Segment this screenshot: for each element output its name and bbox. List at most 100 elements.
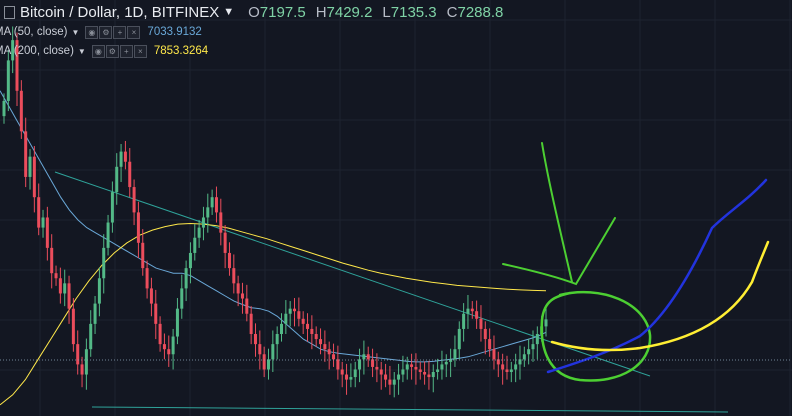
candle-body bbox=[293, 308, 297, 312]
candle-body bbox=[249, 313, 253, 334]
candle-body bbox=[214, 197, 218, 213]
candle-body bbox=[284, 313, 288, 324]
candle-body bbox=[271, 344, 275, 360]
indicator-ma50[interactable]: MA (50, close) ▼ ◉ ⚙ + × 7033.9132 bbox=[0, 24, 202, 40]
candle-body bbox=[58, 278, 62, 294]
user-drawings bbox=[502, 142, 770, 382]
candle-body bbox=[71, 308, 75, 345]
candle-body bbox=[76, 344, 80, 365]
candle-body bbox=[288, 308, 292, 314]
green-arrow-shaft bbox=[541, 142, 573, 283]
chart-legend: Bitcoin / Dollar, 1D, BITFINEX ▼ O7197.5… bbox=[0, 0, 792, 70]
chevron-down-icon[interactable]: ▼ bbox=[71, 27, 80, 37]
candle-body bbox=[93, 303, 97, 324]
indicator-ma200[interactable]: MA (200, close) ▼ ◉ ⚙ + × 7853.3264 bbox=[0, 43, 208, 59]
candle-body bbox=[245, 298, 249, 314]
candle-body bbox=[197, 227, 201, 238]
candle-body bbox=[167, 349, 171, 355]
candle-body bbox=[28, 156, 32, 177]
candle-body bbox=[67, 283, 71, 309]
candle-body bbox=[375, 366, 379, 370]
close-icon[interactable]: × bbox=[127, 25, 141, 39]
candle-body bbox=[531, 344, 535, 350]
candle-body bbox=[201, 217, 205, 228]
candle-body bbox=[319, 339, 323, 345]
candle-body bbox=[527, 349, 531, 355]
candle-body bbox=[362, 354, 366, 360]
candle-body bbox=[184, 268, 188, 289]
candle-body bbox=[206, 207, 210, 218]
candle-body bbox=[453, 349, 457, 360]
candle-body bbox=[149, 288, 153, 304]
candle-body bbox=[449, 359, 453, 362]
candle-body bbox=[327, 349, 331, 355]
candle-body bbox=[275, 334, 279, 345]
candle-body bbox=[128, 161, 132, 188]
candle-body bbox=[479, 318, 483, 329]
candle-body bbox=[475, 311, 479, 319]
candle-body bbox=[41, 217, 45, 228]
candle-body bbox=[50, 247, 54, 274]
chevron-down-icon[interactable]: ▼ bbox=[77, 46, 86, 56]
candle-body bbox=[223, 232, 227, 253]
candle-body bbox=[314, 334, 318, 340]
candle-body bbox=[258, 344, 262, 355]
indicator-value: 7853.3264 bbox=[153, 45, 209, 57]
yellow-projection-line bbox=[550, 240, 770, 352]
candle-body bbox=[323, 344, 327, 350]
candle-body bbox=[418, 369, 422, 372]
candle-body bbox=[253, 334, 257, 345]
chevron-down-icon[interactable]: ▼ bbox=[223, 6, 235, 18]
symbol-square-icon bbox=[4, 5, 15, 19]
candle-body bbox=[457, 328, 461, 350]
plus-icon[interactable]: + bbox=[119, 44, 133, 58]
candle-body bbox=[110, 192, 114, 223]
candle-body bbox=[84, 349, 88, 375]
candle-body bbox=[514, 364, 518, 370]
candlesticks bbox=[2, 26, 548, 398]
eye-icon[interactable]: ◉ bbox=[85, 25, 99, 39]
candle-body bbox=[310, 328, 314, 334]
candle-body bbox=[154, 303, 158, 324]
candle-body bbox=[297, 311, 301, 319]
candle-body bbox=[401, 369, 405, 375]
candle-body bbox=[340, 369, 344, 375]
candle-body bbox=[227, 252, 231, 269]
ohlc-low: L7135.3 bbox=[382, 3, 437, 21]
candle-body bbox=[444, 361, 448, 365]
candle-body bbox=[97, 278, 101, 304]
gear-icon[interactable]: ⚙ bbox=[105, 44, 119, 58]
candle-body bbox=[423, 372, 427, 375]
candle-body bbox=[45, 217, 49, 248]
candle-body bbox=[19, 90, 23, 132]
candle-body bbox=[102, 247, 106, 279]
candle-body bbox=[509, 369, 513, 372]
candle-body bbox=[188, 252, 192, 269]
candle-body bbox=[54, 273, 58, 279]
candle-body bbox=[266, 359, 270, 370]
candle-body bbox=[358, 359, 362, 370]
candle-body bbox=[306, 323, 310, 329]
candle-body bbox=[262, 354, 266, 370]
green-arrow-head bbox=[502, 217, 616, 286]
candle-body bbox=[505, 369, 509, 372]
candle-body bbox=[384, 374, 388, 380]
candle-body bbox=[132, 187, 136, 213]
plus-icon[interactable]: + bbox=[113, 25, 127, 39]
eye-icon[interactable]: ◉ bbox=[91, 44, 105, 58]
gear-icon[interactable]: ⚙ bbox=[99, 25, 113, 39]
green-circle-highlight bbox=[540, 290, 652, 382]
candle-body bbox=[280, 323, 284, 334]
candle-body bbox=[80, 364, 84, 375]
candle-body bbox=[158, 323, 162, 345]
candle-body bbox=[466, 308, 470, 314]
candle-body bbox=[32, 156, 36, 198]
candle-body bbox=[63, 283, 67, 294]
candle-body bbox=[106, 222, 110, 248]
symbol-title[interactable]: Bitcoin / Dollar, 1D, BITFINEX bbox=[20, 3, 220, 21]
candle-body bbox=[345, 374, 349, 380]
close-icon[interactable]: × bbox=[133, 44, 147, 58]
indicator-value: 7033.9132 bbox=[147, 26, 202, 38]
